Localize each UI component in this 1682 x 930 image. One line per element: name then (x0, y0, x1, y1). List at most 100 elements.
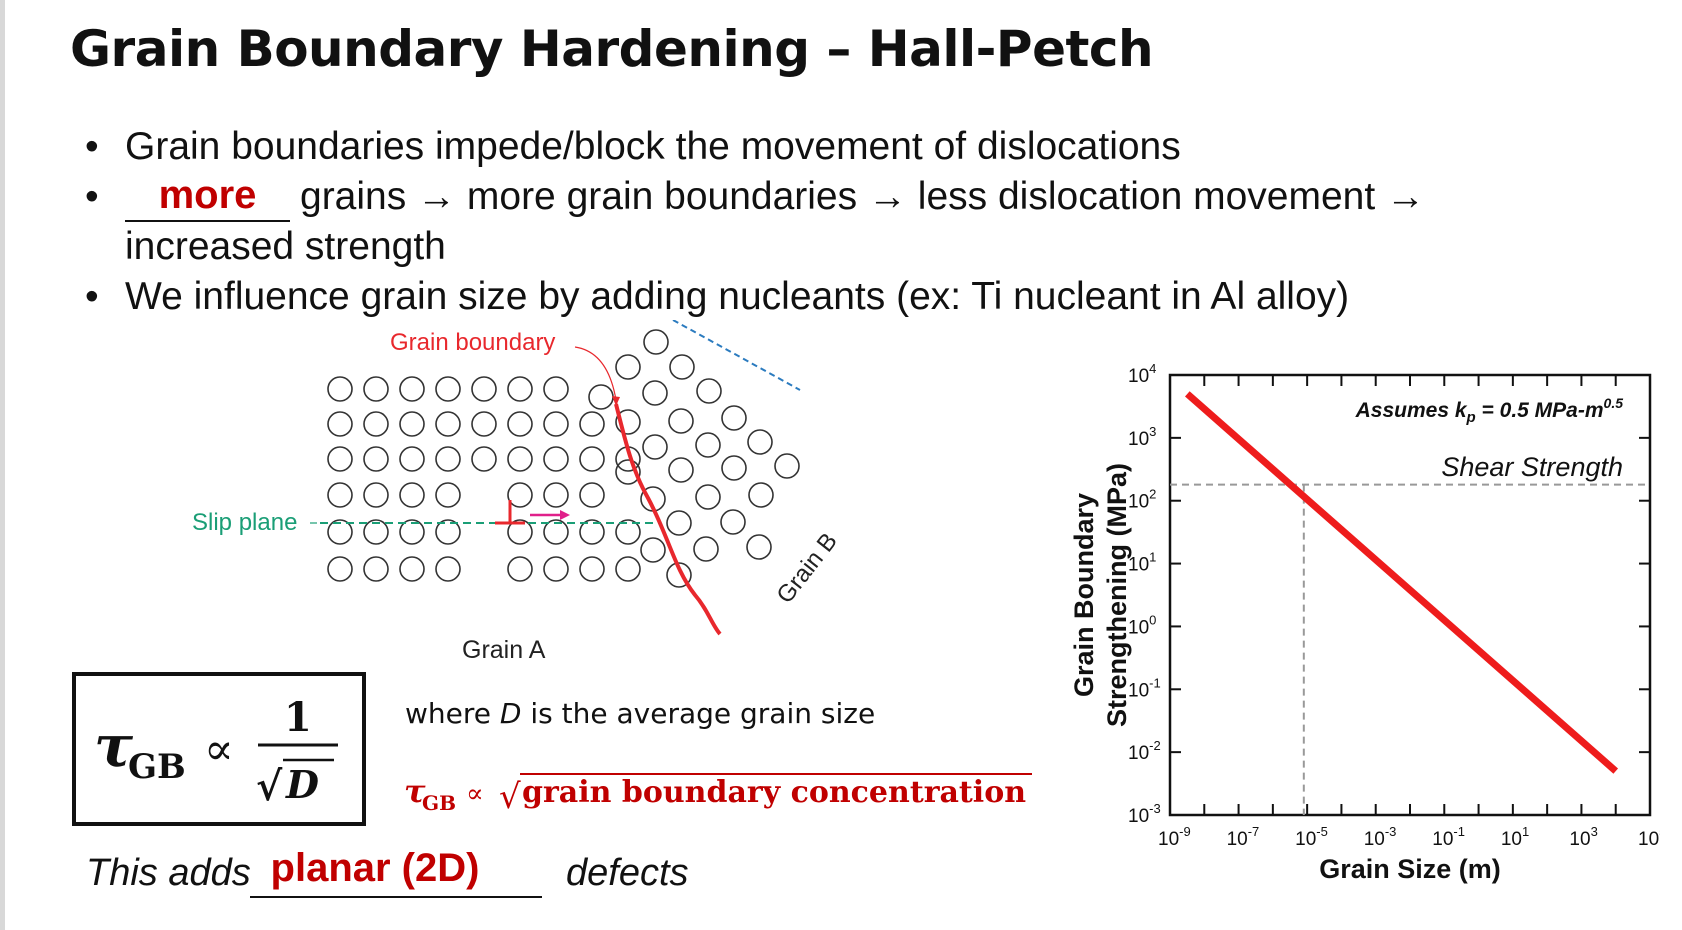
grain-a-atom (435, 519, 461, 545)
y-tick-label: 104 (1128, 361, 1156, 387)
grain-b-plane-line (672, 320, 801, 391)
grain-b-atom (640, 537, 666, 563)
slide-title: Grain Boundary Hardening – Hall-Petch (70, 20, 1154, 78)
grain-b-atom (695, 484, 721, 510)
grain-b-atom (747, 429, 773, 455)
x-axis-label: Grain Size (m) (1319, 854, 1501, 884)
x-tick-label: 105 (1638, 824, 1660, 850)
y-tick-base: 10 (1128, 806, 1149, 827)
grain-a-atom (435, 411, 461, 437)
y-tick-base: 10 (1128, 680, 1149, 701)
y-tick-label: 103 (1128, 424, 1156, 450)
where-text: where D is the average grain size (405, 697, 875, 730)
grain-boundary-diagram: Grain boundary Slip plane Grain A Grain … (192, 320, 843, 664)
grain-boundary-line (614, 403, 722, 636)
grain-b-atom (746, 534, 772, 560)
kp-sup: 0.5 (1604, 395, 1624, 411)
x-tick-exp: -7 (1248, 824, 1260, 839)
grain-a-atom (435, 376, 461, 402)
y-tick-exp: -1 (1149, 675, 1161, 690)
y-tick-label: 101 (1128, 550, 1156, 576)
grain-b-atom (588, 384, 614, 410)
grain-b-atom (668, 457, 694, 483)
grain-b-atom (721, 405, 747, 431)
grain-b-atom (696, 378, 722, 404)
where-pre: where (405, 697, 500, 730)
y-tick-exp: 2 (1149, 487, 1156, 502)
hall-petch-chart: 10-910-710-510-310-1101103105 10-310-210… (1069, 361, 1660, 884)
hall-petch-formula: τ GB ∝ 1 √ D (94, 694, 338, 810)
x-tick-exp: 5 (1659, 824, 1660, 839)
grain-a-atom (399, 446, 425, 472)
red-formula-sqrt: √ (499, 777, 521, 817)
grain-a-atom (363, 482, 389, 508)
bullet-1: Grain boundaries impede/block the moveme… (85, 122, 1425, 172)
x-tick-exp: 1 (1522, 824, 1529, 839)
leader-arrowhead (612, 396, 620, 406)
y-tick-label: 10-1 (1128, 675, 1161, 701)
slip-plane-label: Slip plane (192, 509, 297, 536)
y-tick-exp: 3 (1149, 424, 1156, 439)
grain-a-atom (579, 446, 605, 472)
formula-denominator-d: D (285, 762, 319, 807)
grain-b-atom (693, 536, 719, 562)
grain-a-atom (399, 556, 425, 582)
kp-pre: Assumes k (1355, 399, 1468, 422)
x-tick-label: 10-1 (1432, 824, 1465, 850)
grain-boundary-label: Grain boundary (390, 329, 555, 356)
grain-b-atom (666, 510, 692, 536)
grain-a-atom (327, 519, 353, 545)
y-tick-base: 10 (1128, 492, 1149, 513)
grain-a-atom (507, 519, 533, 545)
fill-in-blank-planar (250, 850, 542, 898)
x-tick-label: 10-5 (1295, 824, 1328, 850)
formula-tau: τ (94, 712, 134, 780)
grain-a-atom (507, 556, 533, 582)
grain-a-atom (399, 376, 425, 402)
red-formula-prop: ∝ (466, 779, 484, 809)
hall-petch-formula-box: τ GB ∝ 1 √ D (72, 672, 366, 826)
grain-a-atom (507, 376, 533, 402)
grain-b-atom (615, 354, 641, 380)
grain-b-atom (774, 453, 800, 479)
bullet-2-continuation: increased strength (125, 225, 446, 268)
x-tick-base: 10 (1158, 829, 1179, 850)
grain-a-atom (615, 556, 641, 582)
axis-ticks (1169, 374, 1651, 816)
dislocation-symbol (495, 500, 525, 525)
formula-numerator: 1 (284, 694, 312, 741)
x-tick-label: 103 (1569, 824, 1597, 850)
grain-a-atom (363, 519, 389, 545)
grain-a-atom (435, 482, 461, 508)
grain-a-atom (327, 482, 353, 508)
y-tick-exp: 0 (1149, 612, 1156, 627)
grain-a-atom (399, 411, 425, 437)
y-axis-label-line1: Grain Boundary (1069, 493, 1099, 697)
grain-b-atom (720, 509, 746, 535)
y-tick-exp: 4 (1149, 361, 1156, 376)
strengthening-series-line (1185, 391, 1619, 774)
grain-b-atom (669, 354, 695, 380)
grain-a-atom (363, 411, 389, 437)
grain-a-atom (543, 446, 569, 472)
kp-sub: p (1466, 409, 1476, 426)
y-tick-exp: -2 (1149, 738, 1161, 753)
grain-boundary-leader (574, 346, 617, 401)
grain-a-atom (327, 376, 353, 402)
x-tick-base: 10 (1227, 829, 1248, 850)
fill-in-blank-more: more (125, 173, 290, 222)
grain-a-atom (615, 519, 641, 545)
y-tick-base: 10 (1128, 617, 1149, 638)
grain-b-atom (748, 482, 774, 508)
x-tick-base: 10 (1638, 829, 1659, 850)
adds-suffix: defects (566, 852, 689, 894)
x-tick-base: 10 (1364, 829, 1385, 850)
grain-a-atom (579, 519, 605, 545)
grain-a-atom (507, 411, 533, 437)
answer-more: more (158, 173, 257, 217)
x-tick-exp: -5 (1316, 824, 1328, 839)
grain-a-atom (543, 376, 569, 402)
bullet-2-text: grains → more grain boundaries → less di… (300, 175, 1426, 218)
y-tick-base: 10 (1128, 366, 1149, 387)
y-tick-label: 102 (1128, 487, 1156, 513)
